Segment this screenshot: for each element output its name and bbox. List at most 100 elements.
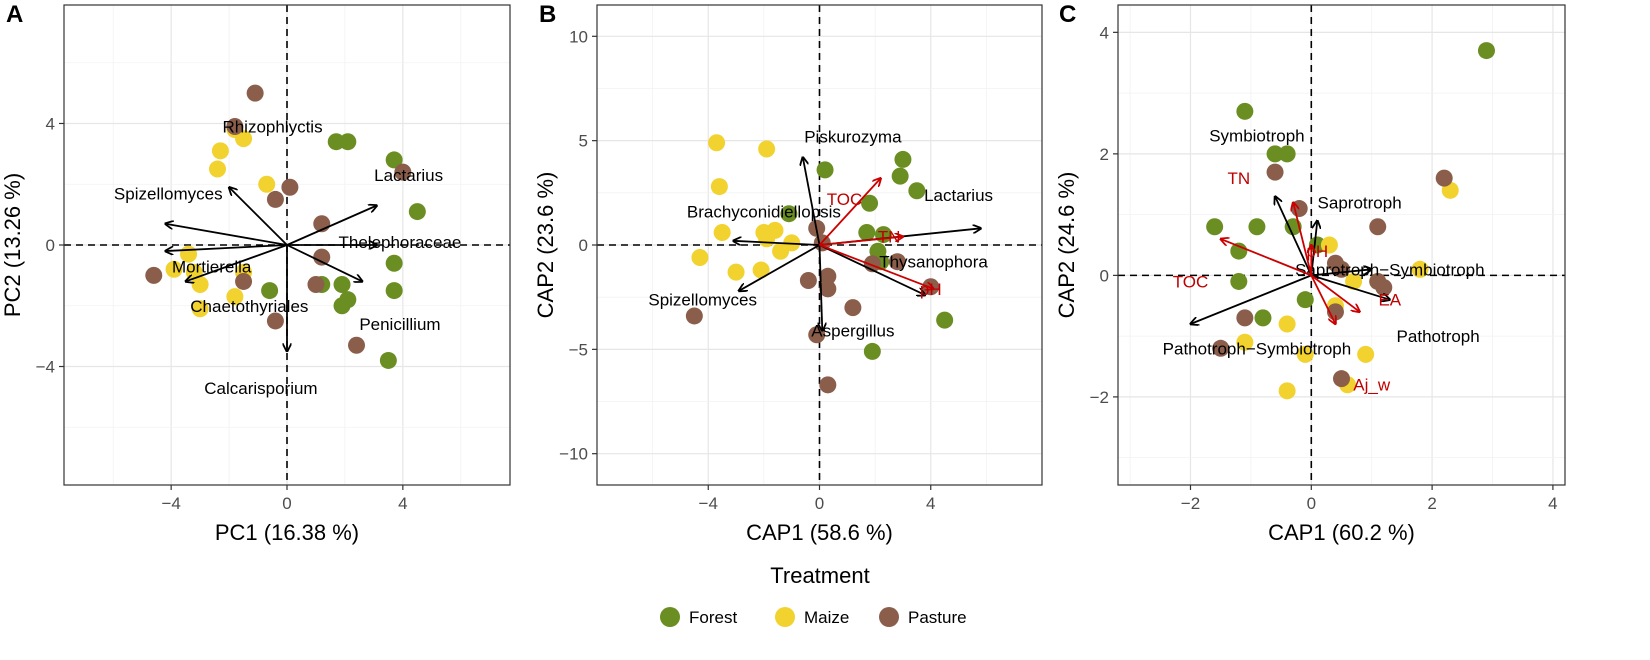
point-pasture <box>819 267 837 285</box>
point-forest <box>333 275 351 293</box>
point-forest <box>908 182 926 200</box>
point-pasture <box>1375 279 1393 297</box>
point-pasture <box>1212 339 1230 357</box>
panel-c-plot: Symbiotroph Saprotroph Saprotroph−Symbiotr… <box>1054 4 1566 545</box>
point-pasture <box>844 299 862 317</box>
y-tick-label: −5 <box>569 340 588 359</box>
env-arrow-tn <box>1293 202 1313 276</box>
point-forest <box>816 161 834 179</box>
y-tick-label: 5 <box>579 132 588 151</box>
point-pasture <box>145 266 163 284</box>
panel-b-label: B <box>539 1 556 28</box>
species-label-rhizophlyctis: Rhizophlyctis <box>222 118 322 137</box>
point-pasture <box>1435 169 1453 187</box>
point-maize <box>727 263 745 281</box>
point-pasture <box>246 84 264 102</box>
panel-c-label: C <box>1059 1 1076 28</box>
panel-a: A Rhizophlyctis Spizellomyces Mortierella C… <box>0 1 511 545</box>
point-maize <box>165 260 183 278</box>
species-arrow-brachyconidiellopsis <box>733 241 820 246</box>
species-label-lactarius: Lactarius <box>924 186 993 205</box>
panel-b: B Piskurozyma Brachyconidiellopsis Spizell… <box>533 1 1043 545</box>
env-label-toc: TOC <box>827 190 863 209</box>
species-label-saprotroph-symbiotroph: Saprotroph−Symbiotroph <box>1295 260 1484 279</box>
x-tick-label: 4 <box>926 494 935 513</box>
point-pasture <box>1266 163 1284 181</box>
env-arrow-aj-w <box>1310 274 1335 324</box>
species-label-spizellomyces: Spizellomyces <box>648 290 757 309</box>
point-maize <box>772 242 790 260</box>
point-pasture <box>819 376 837 394</box>
point-maize <box>758 230 776 248</box>
species-arrow-pathotroph-symbiotroph <box>1190 274 1312 324</box>
y-tick-label: 0 <box>1100 266 1109 285</box>
species-label-chaetothyriales: Chaetothyriales <box>190 297 308 316</box>
point-pasture <box>281 178 299 196</box>
point-forest <box>1254 309 1272 327</box>
x-axis-title: PC1 (16.38 %) <box>215 520 359 545</box>
env-arrow-ea <box>1310 274 1359 311</box>
point-pasture <box>307 275 325 293</box>
x-tick-label: 0 <box>1307 494 1316 513</box>
point-forest <box>858 223 876 241</box>
point-forest <box>1236 102 1254 120</box>
x-axis-title: CAP1 (58.6 %) <box>746 520 893 545</box>
legend-swatch-forest <box>660 607 680 627</box>
y-axis-title: PC2 (13.26 %) <box>0 173 25 317</box>
point-pasture <box>266 312 284 330</box>
point-forest <box>1278 145 1296 163</box>
point-forest <box>894 150 912 168</box>
species-arrow-saprotroph-symbiotroph <box>1311 269 1371 277</box>
species-arrow-spizellomyces <box>165 224 288 246</box>
point-maize <box>258 175 276 193</box>
point-pasture <box>1236 309 1254 327</box>
point-maize <box>752 261 770 279</box>
point-maize <box>226 288 244 306</box>
species-arrow-penicillium <box>286 244 362 281</box>
species-label-lactarius: Lactarius <box>374 166 443 185</box>
point-forest <box>936 311 954 329</box>
point-maize <box>191 275 209 293</box>
point-forest <box>408 203 426 221</box>
species-arrow-chaetothyriales <box>186 244 288 281</box>
species-arrow-thysanophora <box>819 244 926 295</box>
species-label-brachyconidiellopsis: Brachyconidiellopsis <box>687 203 841 222</box>
env-arrow-tn <box>819 237 903 246</box>
point-pasture <box>819 280 837 298</box>
species-label-saprotroph: Saprotroph <box>1318 193 1402 212</box>
point-forest <box>1266 145 1284 163</box>
point-maize <box>1411 260 1429 278</box>
species-arrow-symbiotroph <box>1275 196 1313 276</box>
point-maize <box>1278 382 1296 400</box>
species-label-thelephoraceae: Thelephoraceae <box>339 233 462 252</box>
x-axis-title: CAP1 (60.2 %) <box>1268 520 1415 545</box>
point-maize <box>1320 236 1338 254</box>
point-pasture <box>394 163 412 181</box>
env-label-ea: EA <box>1378 291 1401 310</box>
point-forest <box>339 133 357 151</box>
point-forest <box>1230 272 1248 290</box>
point-pasture <box>799 271 817 289</box>
point-pasture <box>1369 218 1387 236</box>
point-forest <box>385 282 403 300</box>
point-maize <box>713 223 731 241</box>
x-tick-label: 0 <box>282 494 291 513</box>
species-arrow-pathotroph <box>1311 274 1390 299</box>
y-axis-title: CAP2 (23.6 %) <box>533 172 558 319</box>
species-label-piskurozyma: Piskurozyma <box>804 127 902 146</box>
panel-a-plot: Rhizophlyctis Spizellomyces Mortierella Cha… <box>0 4 511 545</box>
point-forest <box>333 297 351 315</box>
x-tick-label: 4 <box>398 494 407 513</box>
point-forest <box>891 167 909 185</box>
point-pasture <box>1333 370 1350 388</box>
x-tick-label: 2 <box>1427 494 1436 513</box>
panel-a-label: A <box>6 1 23 28</box>
point-maize <box>691 249 709 267</box>
species-arrow-lactarius <box>286 206 377 246</box>
point-forest <box>780 205 798 223</box>
y-axis-title: CAP2 (24.6 %) <box>1054 172 1079 319</box>
env-arrow-toc <box>818 178 881 246</box>
species-arrow-piskurozyma <box>803 157 821 246</box>
env-arrow-ph <box>819 244 934 289</box>
point-maize <box>758 140 776 158</box>
